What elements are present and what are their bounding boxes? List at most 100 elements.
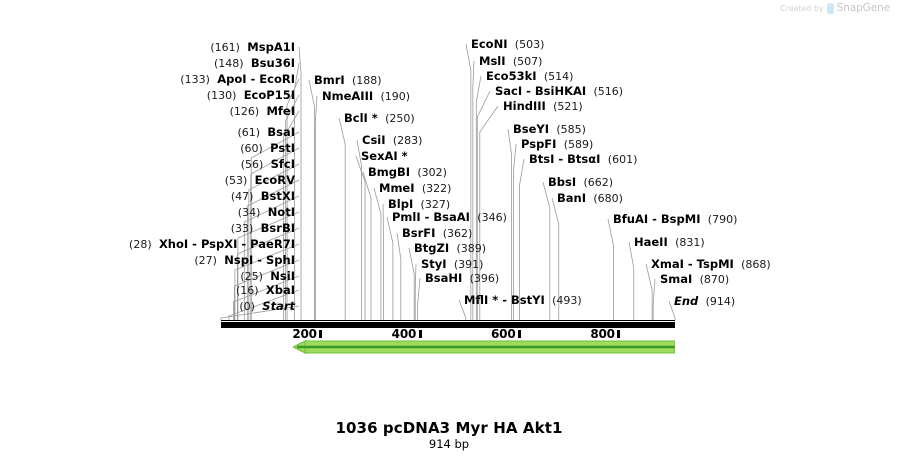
site-enzymes: BstXI <box>260 189 295 203</box>
site-label-bsu36i[interactable]: (148) Bsu36I <box>0 56 295 71</box>
site-label-bsrfi[interactable]: BsrFI (362) <box>402 226 472 241</box>
site-enzymes: PspFI <box>521 137 557 151</box>
site-enzymes: StyI <box>421 257 447 271</box>
site-label-xmai[interactable]: XmaI - TspMI (868) <box>651 257 771 272</box>
site-position: (53) <box>224 174 248 187</box>
leader-line <box>298 46 302 320</box>
site-label-bseyi[interactable]: BseYI (585) <box>513 123 586 137</box>
site-label-sfci[interactable]: (56) SfcI <box>0 158 295 172</box>
site-label-mfei[interactable]: (126) MfeI <box>0 105 295 119</box>
site-position: (585) <box>556 123 586 136</box>
site-label-end[interactable]: End (914) <box>674 295 735 309</box>
site-enzymes: PmlI - BsaAI <box>392 210 470 224</box>
site-enzymes: BfuAI - BspMI <box>613 212 701 226</box>
site-label-ecorv[interactable]: (53) EcoRV <box>0 173 295 188</box>
site-label-bsrbi[interactable]: (33) BsrBI <box>0 222 295 236</box>
site-label-econi[interactable]: EcoNI (503) <box>471 38 544 52</box>
site-enzymes: EcoRV <box>254 173 295 187</box>
site-label-bmgbi[interactable]: BmgBI (302) <box>368 165 447 180</box>
site-label-nmeaiii[interactable]: NmeAIII (190) <box>322 89 410 104</box>
site-position: (161) <box>210 41 240 54</box>
site-position: (61) <box>237 126 261 139</box>
site-enzymes: BsaI <box>267 125 295 139</box>
site-label-nspi[interactable]: (27) NspI - SphI <box>0 254 295 268</box>
site-position: (870) <box>699 273 730 286</box>
site-enzymes: BmgBI <box>368 165 411 179</box>
site-label-xhoi[interactable]: (28) XhoI - PspXI - PaeR7I <box>0 238 295 252</box>
site-label-apoi[interactable]: (133) ApoI - EcoRI <box>0 72 295 87</box>
site-label-saci[interactable]: SacI - BsiHKAI (516) <box>495 85 624 99</box>
site-label-nsii[interactable]: (25) NsiI <box>0 269 295 284</box>
ruler-tick-label: 600 <box>491 327 516 341</box>
site-label-bfuai[interactable]: BfuAI - BspMI (790) <box>613 212 738 227</box>
site-label-pmli[interactable]: PmlI - BsaAI (346) <box>392 210 507 225</box>
site-enzymes: NsiI <box>270 269 295 283</box>
site-enzymes: NmeAIII <box>322 89 374 103</box>
ruler-tick-label: 200 <box>292 327 317 341</box>
site-label-mfli[interactable]: MflI * - BstYI (493) <box>464 294 582 308</box>
site-position: (188) <box>352 74 382 87</box>
site-enzymes: XbaI <box>265 283 295 297</box>
site-enzymes: MmeI <box>379 181 415 195</box>
ruler-tick <box>617 330 621 338</box>
page-title: 1036 pcDNA3 Myr HA Akt1 <box>335 419 563 437</box>
site-position: (516) <box>593 85 624 98</box>
site-label-ecop15i[interactable]: (130) EcoP15I <box>0 88 295 103</box>
leader-line <box>294 62 300 320</box>
site-position: (790) <box>707 213 738 226</box>
snapgene-watermark: Created by SnapGene <box>780 2 890 14</box>
site-position: (250) <box>385 112 415 125</box>
site-enzymes: XmaI - TspMI <box>651 257 734 271</box>
site-label-hindiii[interactable]: HindIII (521) <box>503 100 583 114</box>
site-position: (589) <box>563 138 594 151</box>
leader-line <box>373 187 382 320</box>
site-label-mspa1i[interactable]: (161) MspA1I <box>0 41 295 55</box>
site-enzymes: NotI <box>267 205 295 219</box>
site-label-btgzi[interactable]: BtgZI (389) <box>414 242 486 256</box>
site-label-mmei[interactable]: MmeI (322) <box>379 181 451 196</box>
site-label-pspfi[interactable]: PspFI (589) <box>521 137 594 152</box>
site-label-msli[interactable]: MslI (507) <box>479 55 542 69</box>
site-label-bsahi[interactable]: BsaHI (396) <box>425 271 499 286</box>
site-enzymes: BsaHI <box>425 271 463 285</box>
leader-line <box>652 278 656 320</box>
site-label-psti[interactable]: (60) PstI <box>0 142 295 156</box>
site-enzymes: CsiI <box>362 133 386 147</box>
site-label-btsi[interactable]: BtsI - BtsαI (601) <box>529 152 637 167</box>
site-enzymes: SmaI <box>660 272 693 286</box>
site-label-noti[interactable]: (34) NotI <box>0 205 295 220</box>
site-enzymes: Eco53kI <box>486 69 537 83</box>
site-enzymes: ApoI - EcoRI <box>217 72 295 86</box>
site-label-bstxi[interactable]: (47) BstXI <box>0 189 295 204</box>
site-enzymes: EcoP15I <box>243 88 295 102</box>
site-position: (126) <box>229 105 260 118</box>
site-position: (391) <box>453 258 484 271</box>
site-label-smai[interactable]: SmaI (870) <box>660 272 730 287</box>
site-enzymes: HaeII <box>634 235 668 249</box>
feature-arrow[interactable] <box>291 339 676 355</box>
page-subtitle: 914 bp <box>428 437 470 451</box>
site-enzymes: Bsu36I <box>250 56 295 70</box>
site-label-styi[interactable]: StyI (391) <box>421 257 484 272</box>
site-label-sexai[interactable]: SexAI * <box>361 150 408 163</box>
site-label-bsai[interactable]: (61) BsaI <box>0 125 295 140</box>
site-label-haeii[interactable]: HaeII (831) <box>634 235 705 250</box>
site-label-bmri[interactable]: BmrI (188) <box>314 74 382 88</box>
site-position: (34) <box>237 206 261 219</box>
leader-line <box>355 155 366 320</box>
ruler-tick <box>518 330 522 338</box>
site-label-start[interactable]: (0) Start <box>0 300 295 314</box>
site-position: (25) <box>240 270 263 283</box>
site-label-blpi[interactable]: BlpI (327) <box>388 198 450 212</box>
site-label-bcli[interactable]: BclI * (250) <box>344 112 415 126</box>
site-label-bani[interactable]: BanI (680) <box>557 192 623 206</box>
site-position: (514) <box>543 70 574 83</box>
site-enzymes: BsrFI <box>402 226 436 240</box>
site-enzymes: BtsI - BtsαI <box>529 152 601 166</box>
leader-line <box>414 263 417 320</box>
leader-line <box>607 218 614 320</box>
site-label-xbai[interactable]: (16) XbaI <box>0 283 295 298</box>
site-label-bbsi[interactable]: BbsI (662) <box>548 176 613 190</box>
site-label-eco53ki[interactable]: Eco53kI (514) <box>486 69 574 84</box>
site-label-csii[interactable]: CsiI (283) <box>362 133 422 148</box>
